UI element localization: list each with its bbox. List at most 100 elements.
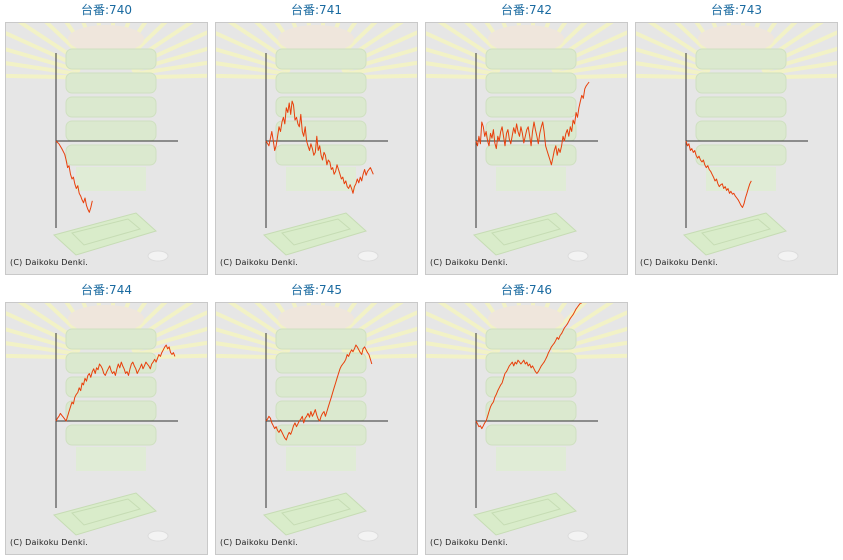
tray-shape <box>52 212 157 256</box>
tray-inner-shape <box>281 218 352 246</box>
line-chart-svg <box>636 23 837 262</box>
background-illustration <box>6 23 207 262</box>
stacked-tray-shape <box>485 144 577 166</box>
tray-shape <box>52 492 157 536</box>
sunburst-ray <box>426 353 499 360</box>
chart-cell: 台番:745 (C) Daikoku Denki. <box>215 280 418 555</box>
stacked-tray-shape <box>275 96 367 118</box>
stacked-tray-shape <box>275 48 367 70</box>
chart-cell: 台番:740 (C) Daikoku Denki. <box>5 0 208 275</box>
stacked-tray-shape <box>485 48 577 70</box>
payout-series-line <box>685 140 752 208</box>
stacked-tray-shape <box>65 376 157 398</box>
sunburst-ray <box>426 73 499 80</box>
stacked-tray-shape <box>65 120 157 142</box>
sunburst-ray <box>6 327 81 353</box>
tray-inner-shape <box>701 218 772 246</box>
tray-inner-shape <box>281 498 352 526</box>
stacked-tray-shape <box>275 328 367 350</box>
sunburst-ray <box>216 47 291 73</box>
sunburst-ray <box>6 73 79 80</box>
copyright-text: (C) Daikoku Denki. <box>220 538 299 547</box>
sunburst-ray <box>216 341 289 356</box>
tray-shape <box>682 212 787 256</box>
line-chart-svg <box>216 23 417 262</box>
sunburst-ray <box>6 61 79 76</box>
stacked-tray-shape <box>485 376 577 398</box>
copyright-text: (C) Daikoku Denki. <box>220 258 299 267</box>
tray-shape <box>262 492 367 536</box>
pile-top-shape <box>488 305 564 333</box>
graph-panel: (C) Daikoku Denki. <box>5 22 208 275</box>
stacked-tray-shape <box>485 72 577 94</box>
line-chart-svg <box>426 303 627 542</box>
stacked-tray-shape <box>275 72 367 94</box>
dish-shape <box>147 250 169 262</box>
background-illustration <box>6 303 207 542</box>
stacked-tray-shape <box>65 96 157 118</box>
payout-series-line <box>475 81 590 166</box>
stacked-tray-shape <box>695 72 787 94</box>
stack-base-shape <box>286 447 356 471</box>
copyright-text: (C) Daikoku Denki. <box>640 258 719 267</box>
sunburst-ray <box>426 327 501 353</box>
sunburst-ray <box>6 353 79 360</box>
copyright-text: (C) Daikoku Denki. <box>430 538 509 547</box>
stacked-tray-shape <box>485 400 577 422</box>
stack-base-shape <box>286 167 356 191</box>
machine-number-title[interactable]: 台番:745 <box>291 283 342 297</box>
copyright-text: (C) Daikoku Denki. <box>10 538 89 547</box>
sunburst-ray <box>636 61 709 76</box>
machine-number-title[interactable]: 台番:746 <box>501 283 552 297</box>
stacked-tray-shape <box>65 328 157 350</box>
line-chart-svg <box>6 303 207 542</box>
pile-top-shape <box>68 305 144 333</box>
line-chart-svg <box>6 23 207 262</box>
sunburst-ray <box>343 340 417 356</box>
chart-cell: 台番:741 (C) Daikoku Denki. <box>215 0 418 275</box>
sunburst-ray <box>216 353 289 360</box>
sunburst-ray <box>216 61 289 76</box>
machine-number-title[interactable]: 台番:742 <box>501 3 552 17</box>
sunburst-ray <box>426 61 499 76</box>
stacked-tray-shape <box>695 144 787 166</box>
sunburst-ray <box>426 341 499 356</box>
machine-number-title[interactable]: 台番:744 <box>81 283 132 297</box>
stacked-tray-shape <box>65 400 157 422</box>
payout-series-line <box>55 344 176 422</box>
stacked-tray-shape <box>275 424 367 446</box>
dish-shape <box>147 530 169 542</box>
tray-inner-shape <box>491 498 562 526</box>
payout-series-line <box>55 140 93 213</box>
dish-shape <box>567 250 589 262</box>
stacked-tray-shape <box>275 120 367 142</box>
sunburst-ray <box>6 341 79 356</box>
stacked-tray-shape <box>65 424 157 446</box>
dish-shape <box>777 250 799 262</box>
machine-number-title[interactable]: 台番:741 <box>291 3 342 17</box>
chart-cell: 台番:746 (C) Daikoku Denki. <box>425 280 628 555</box>
pile-top-shape <box>278 25 354 53</box>
machine-number-title[interactable]: 台番:740 <box>81 3 132 17</box>
stack-base-shape <box>496 167 566 191</box>
dish-shape <box>357 530 379 542</box>
tray-inner-shape <box>71 218 142 246</box>
stacked-tray-shape <box>65 48 157 70</box>
sunburst-ray <box>133 340 207 356</box>
sunburst-ray <box>6 47 81 73</box>
stack-base-shape <box>706 167 776 191</box>
graph-panel: (C) Daikoku Denki. <box>635 22 838 275</box>
dish-shape <box>357 250 379 262</box>
pile-top-shape <box>698 25 774 53</box>
stacked-tray-shape <box>65 352 157 374</box>
stacked-tray-shape <box>485 424 577 446</box>
machine-number-title[interactable]: 台番:743 <box>711 3 762 17</box>
graph-panel: (C) Daikoku Denki. <box>425 302 628 555</box>
pile-top-shape <box>68 25 144 53</box>
stacked-tray-shape <box>695 96 787 118</box>
stack-base-shape <box>76 167 146 191</box>
background-illustration <box>216 23 417 262</box>
sunburst-ray <box>343 60 417 76</box>
background-illustration <box>426 303 627 542</box>
chart-cell: 台番:744 (C) Daikoku Denki. <box>5 280 208 555</box>
